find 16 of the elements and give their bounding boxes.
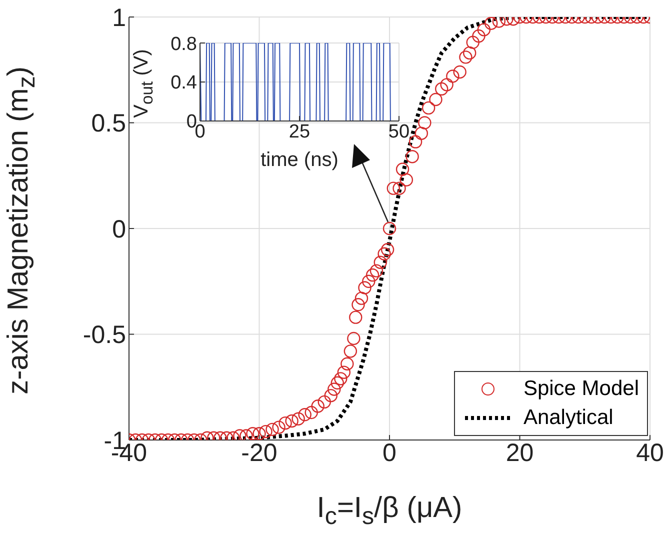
x-tick-label: 40 [636,438,664,467]
x-tick-label: 0 [382,438,396,467]
y-tick-label: 0 [112,215,126,244]
x-tick-label: -20 [241,438,278,467]
y-tick-label: 0.4 [170,72,198,94]
y-tick-label: 1 [112,4,126,32]
y-tick-label: 0.5 [91,110,126,138]
y-tick-label: -0.5 [82,321,126,350]
x-tick-label: 20 [506,438,534,467]
x-axis-title: time (ns) [260,149,340,172]
y-tick-label: 0.8 [170,34,197,55]
x-axis-title: I$_{c}$=I$_{s}$/β (μA) [316,492,464,531]
x-tick-label: 25 [288,121,310,142]
legend-label: Spice Model [523,376,639,401]
legend-label: Analytical [523,406,614,430]
x-tick-label: 50 [388,121,410,142]
